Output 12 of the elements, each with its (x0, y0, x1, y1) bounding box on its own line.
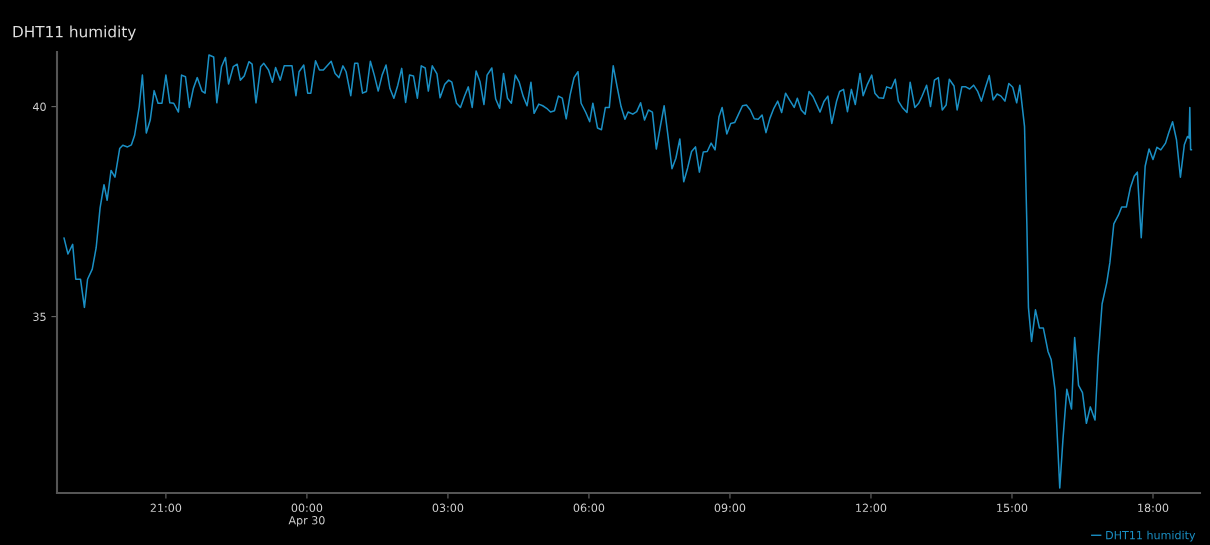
x-tick-label: 00:00 Apr 30 (288, 503, 325, 527)
x-tick-label: 12:00 (856, 503, 887, 513)
x-tick-label: 09:00 (714, 503, 746, 513)
chart-title: DHT11 humidity (13, 25, 136, 41)
x-tick-label: 06:00 (573, 503, 605, 513)
y-tick-label: 40 (32, 102, 46, 111)
y-tick-label: 35 (33, 312, 46, 321)
legend-label: DHT11 humidity (1106, 530, 1196, 542)
x-tick-label: 18:00 (1138, 503, 1169, 513)
x-tick-label: 15:00 (997, 503, 1028, 513)
x-tick-label: 03:00 (432, 503, 464, 513)
x-tick-label: 21:00 (150, 503, 182, 513)
